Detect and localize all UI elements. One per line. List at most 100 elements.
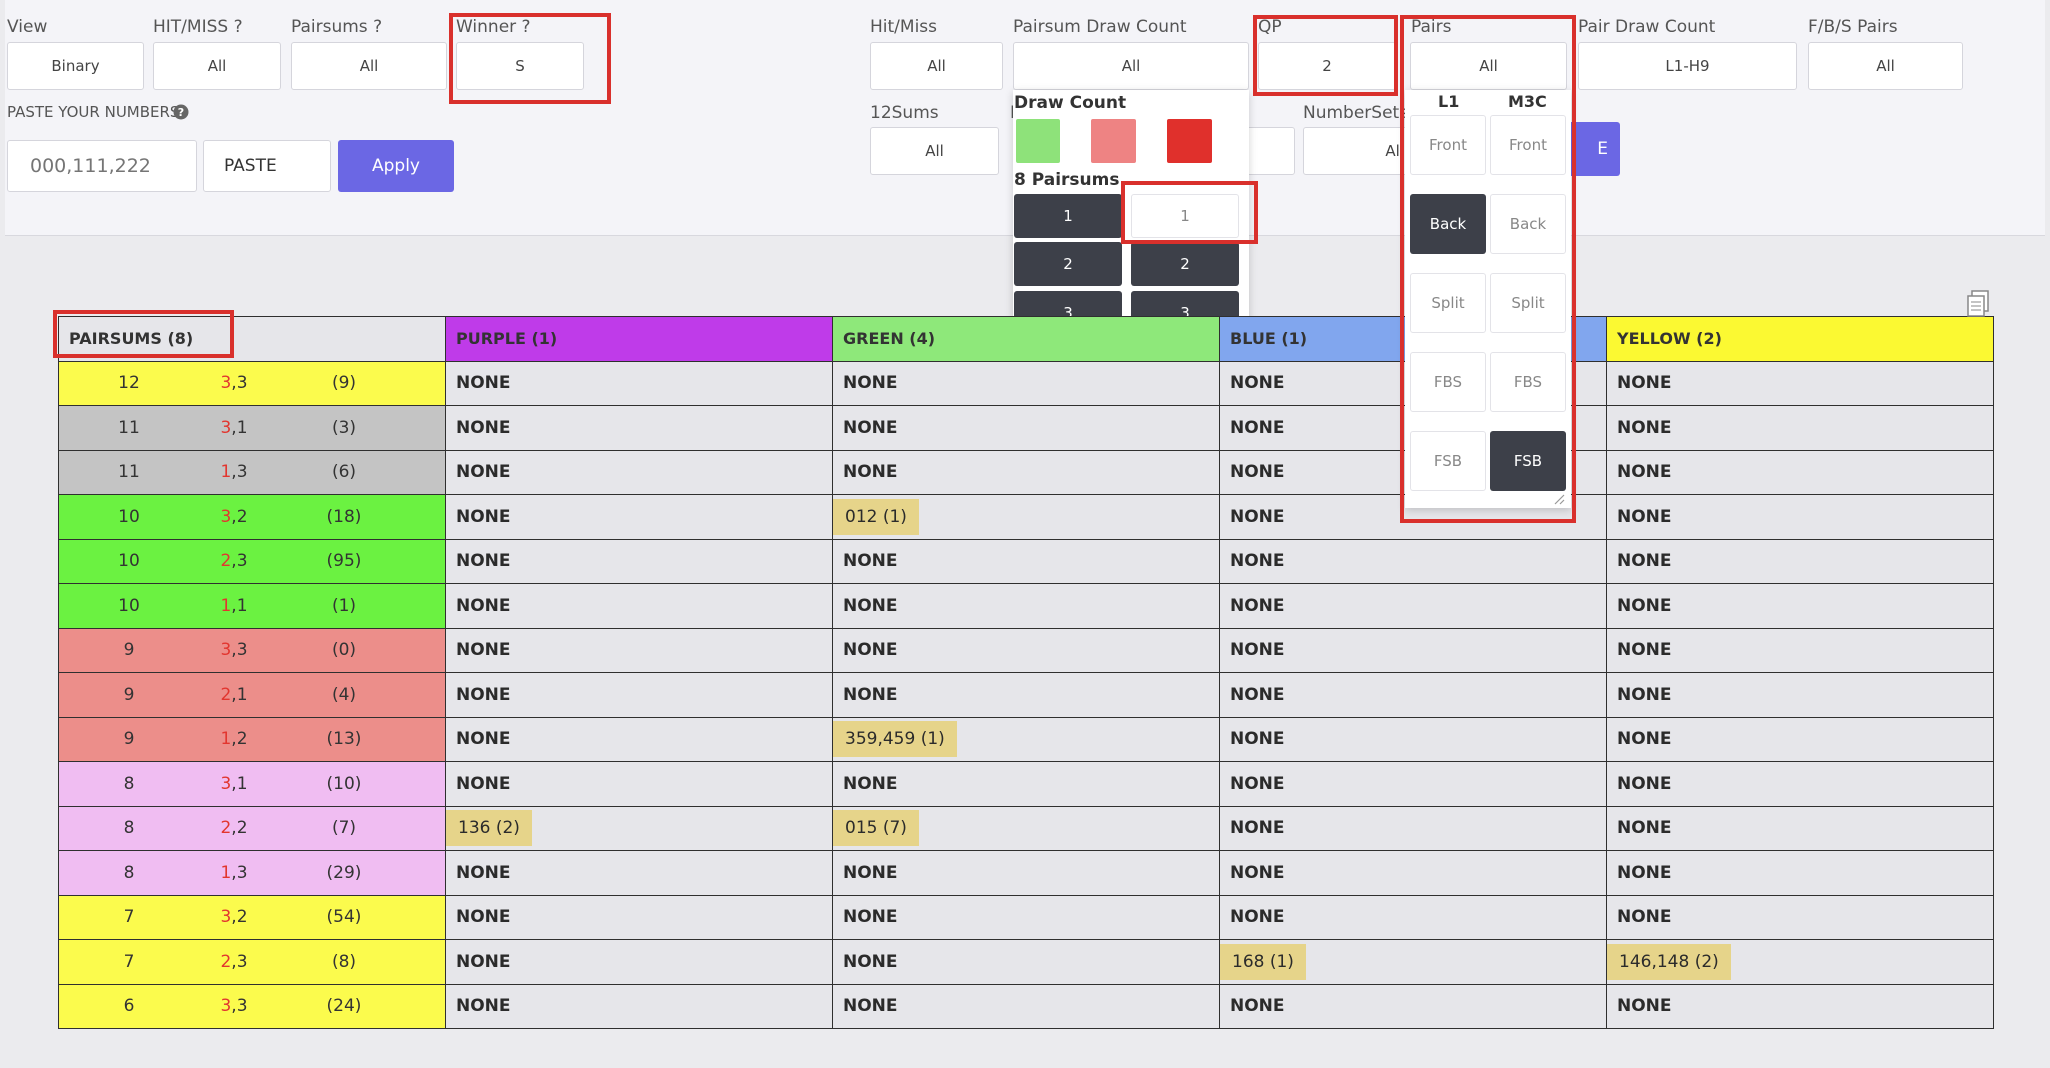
pairsum-chip[interactable]: 1: [1014, 194, 1122, 238]
pair-draw-count-select[interactable]: L1-H9: [1578, 42, 1797, 90]
cell-purple: NONE: [445, 405, 833, 451]
pair-second-digit: 2: [236, 818, 248, 839]
pairsum-row-header: 9 1,2 (13): [58, 716, 446, 762]
pair-first-digit: 1: [220, 862, 232, 883]
pairs-label: Pairs: [1411, 17, 1452, 37]
pairsum-chip[interactable]: 2: [1131, 242, 1239, 286]
cell-yellow: NONE: [1606, 405, 1994, 451]
pairsum-value: 8: [123, 862, 135, 883]
pairsum-draw-count-select[interactable]: All: [1013, 42, 1249, 90]
cell-yellow: NONE: [1606, 894, 1994, 940]
copy-icon[interactable]: [1966, 290, 1990, 318]
pairs-m3c-option[interactable]: Back: [1490, 194, 1566, 254]
hitmiss-select[interactable]: All: [153, 42, 281, 90]
pairs-l1-option[interactable]: Front: [1410, 115, 1486, 175]
pair-breakdown: 3,3: [220, 640, 248, 661]
numbersets-select[interactable]: All: [1303, 127, 1413, 175]
cell-text: NONE: [843, 417, 898, 438]
resize-handle-icon[interactable]: [1553, 493, 1565, 505]
cell-text: NONE: [1617, 996, 1672, 1017]
pairs-m3c-option[interactable]: FBS: [1490, 352, 1566, 412]
pairs-l1-option[interactable]: Back: [1410, 194, 1486, 254]
cell-text: NONE: [843, 373, 898, 394]
pairsum-row-header: 8 2,2 (7): [58, 805, 446, 851]
fbs-pairs-select[interactable]: All: [1808, 42, 1963, 90]
cell-text: NONE: [456, 862, 511, 883]
view-select[interactable]: Binary: [7, 42, 144, 90]
cell-green: 359,459 (1): [832, 716, 1220, 762]
cell-yellow: NONE: [1606, 672, 1994, 718]
cell-yellow: NONE: [1606, 538, 1994, 584]
pairs-l1-option[interactable]: FSB: [1410, 431, 1486, 491]
table-row: 7 3,2 (54) NONE NONE NONE NONE: [58, 894, 1994, 940]
table-row: 9 3,3 (0) NONE NONE NONE NONE: [58, 627, 1994, 673]
table-row: 10 1,1 (1) NONE NONE NONE NONE: [58, 583, 1994, 629]
pairs-l1-option[interactable]: FBS: [1410, 352, 1486, 412]
help-icon[interactable]: ?: [173, 104, 189, 120]
pair-breakdown: 1,2: [220, 729, 248, 750]
cell-blue: NONE: [1219, 850, 1607, 896]
pairsum-chip[interactable]: 1: [1131, 194, 1239, 238]
winner-label: Winner ?: [456, 17, 531, 37]
cell-text: NONE: [1230, 373, 1285, 394]
table-row: 9 1,2 (13) NONE 359,459 (1) NONE NONE: [58, 716, 1994, 762]
draw-count-swatch-pink[interactable]: [1091, 119, 1136, 163]
cell-text: NONE: [843, 862, 898, 883]
hitmiss-label: HIT/MISS ?: [153, 17, 243, 37]
paste-label: PASTE YOUR NUMBERS: [7, 103, 180, 121]
col-header-green[interactable]: GREEN (4): [832, 316, 1220, 362]
pairs-select[interactable]: All: [1410, 42, 1567, 90]
qp-select[interactable]: 2: [1258, 42, 1396, 90]
pairsum-row-header: 8 3,1 (10): [58, 761, 446, 807]
col-header-pairsums[interactable]: PAIRSUMS (8): [58, 316, 446, 362]
pairsum-value: 10: [118, 551, 140, 572]
cell-purple: NONE: [445, 538, 833, 584]
cell-green: NONE: [832, 449, 1220, 495]
winner-select[interactable]: S: [456, 42, 584, 90]
cell-text: NONE: [1617, 595, 1672, 616]
svg-text:?: ?: [178, 106, 184, 119]
pairsum-row-header: 12 3,3 (9): [58, 360, 446, 406]
cell-blue: NONE: [1219, 672, 1607, 718]
cell-yellow: NONE: [1606, 983, 1994, 1029]
pairsum-chip[interactable]: 2: [1014, 242, 1122, 286]
pair-first-digit: 3: [220, 907, 232, 928]
match-chip[interactable]: 146,148 (2): [1607, 943, 1731, 980]
cell-green: NONE: [832, 939, 1220, 985]
draw-count-swatch-red[interactable]: [1167, 119, 1212, 163]
pair-first-digit: 2: [220, 684, 232, 705]
cell-yellow: 146,148 (2): [1606, 939, 1994, 985]
pairsum-count: (13): [326, 729, 362, 750]
winner-highlight-box: [449, 13, 611, 104]
pair-breakdown: 2,2: [220, 818, 248, 839]
match-chip[interactable]: 359,459 (1): [833, 721, 957, 758]
pairsum-row-header: 11 1,3 (6): [58, 449, 446, 495]
apply-button[interactable]: Apply: [338, 140, 454, 192]
cell-text: NONE: [1617, 640, 1672, 661]
hitmiss2-select[interactable]: All: [870, 42, 1003, 90]
cell-green: NONE: [832, 672, 1220, 718]
pairs-l1-option[interactable]: Split: [1410, 273, 1486, 333]
match-chip[interactable]: 012 (1): [833, 498, 919, 535]
pair-first-digit: 1: [220, 595, 232, 616]
match-chip[interactable]: 015 (7): [833, 810, 919, 847]
cell-purple: NONE: [445, 627, 833, 673]
pairsums-table: PAIRSUMS (8) PURPLE (1) GREEN (4) BLUE (…: [58, 316, 1994, 1029]
pairs-m3c-option[interactable]: Front: [1490, 115, 1566, 175]
paste-numbers-input[interactable]: [7, 140, 197, 192]
match-chip[interactable]: 136 (2): [446, 810, 532, 847]
pairsum-count: (0): [331, 640, 357, 661]
paste-button[interactable]: PASTE: [203, 140, 331, 192]
pair-second-digit: 3: [236, 462, 248, 483]
match-chip[interactable]: 168 (1): [1220, 943, 1306, 980]
pairsums-select[interactable]: All: [291, 42, 447, 90]
pair-first-digit: 3: [220, 640, 232, 661]
sums12-select[interactable]: All: [870, 127, 999, 175]
pairs-m3c-option[interactable]: FSB: [1490, 431, 1566, 491]
pairs-m3c-option[interactable]: Split: [1490, 273, 1566, 333]
col-header-yellow[interactable]: YELLOW (2): [1606, 316, 1994, 362]
cell-text: NONE: [1617, 862, 1672, 883]
col-header-purple[interactable]: PURPLE (1): [445, 316, 833, 362]
cell-green: NONE: [832, 538, 1220, 584]
draw-count-swatch-green[interactable]: [1016, 119, 1060, 163]
